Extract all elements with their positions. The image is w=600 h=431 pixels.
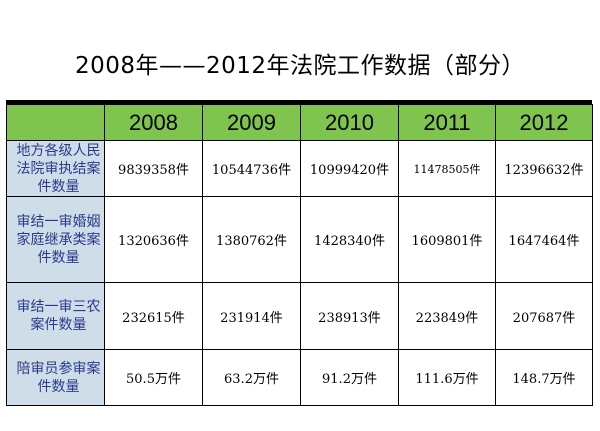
row-label: 地方各级人民法院审执结案件数量 <box>6 140 105 197</box>
table-cell: 1320636件 <box>104 196 203 283</box>
table-cell: 238913件 <box>300 282 399 350</box>
data-table: 2008 2009 2010 2011 2012 地方各级人民法院审执结案件数量… <box>6 104 593 406</box>
table-cell: 11478505件 <box>398 140 496 197</box>
table-cell: 1647464件 <box>495 196 593 283</box>
table-cell: 1380762件 <box>202 196 301 283</box>
table-row: 地方各级人民法院审执结案件数量 9839358件 10544736件 10999… <box>6 140 593 197</box>
table-cell: 10544736件 <box>202 140 301 197</box>
table-row: 审结一审婚姻家庭继承类案件数量 1320636件 1380762件 142834… <box>6 196 593 283</box>
row-label: 陪审员参审案件数量 <box>6 349 105 406</box>
table-cell: 9839358件 <box>104 140 203 197</box>
header-row: 2008 2009 2010 2011 2012 <box>6 104 593 141</box>
table-cell: 91.2万件 <box>300 349 399 406</box>
table-cell: 1428340件 <box>300 196 399 283</box>
row-label: 审结一审三农案件数量 <box>6 282 105 350</box>
top-rule <box>6 100 592 104</box>
table-cell: 223849件 <box>398 282 496 350</box>
column-header: 2008 <box>104 104 203 141</box>
corner-cell <box>6 104 105 141</box>
column-header: 2011 <box>398 104 496 141</box>
table-cell: 231914件 <box>202 282 301 350</box>
table-cell: 10999420件 <box>300 140 399 197</box>
table-row: 陪审员参审案件数量 50.5万件 63.2万件 91.2万件 111.6万件 1… <box>6 349 593 406</box>
table-cell: 232615件 <box>104 282 203 350</box>
table-cell: 207687件 <box>495 282 593 350</box>
table-row: 审结一审三农案件数量 232615件 231914件 238913件 22384… <box>6 282 593 350</box>
table-cell: 63.2万件 <box>202 349 301 406</box>
table-cell: 12396632件 <box>495 140 593 197</box>
page-title: 2008年——2012年法院工作数据（部分） <box>74 53 526 79</box>
column-header: 2010 <box>300 104 399 141</box>
column-header: 2012 <box>495 104 593 141</box>
table-cell: 111.6万件 <box>398 349 496 406</box>
column-header: 2009 <box>202 104 301 141</box>
row-label: 审结一审婚姻家庭继承类案件数量 <box>6 196 105 283</box>
table-cell: 1609801件 <box>398 196 496 283</box>
table-cell: 148.7万件 <box>495 349 593 406</box>
table-cell: 50.5万件 <box>104 349 203 406</box>
